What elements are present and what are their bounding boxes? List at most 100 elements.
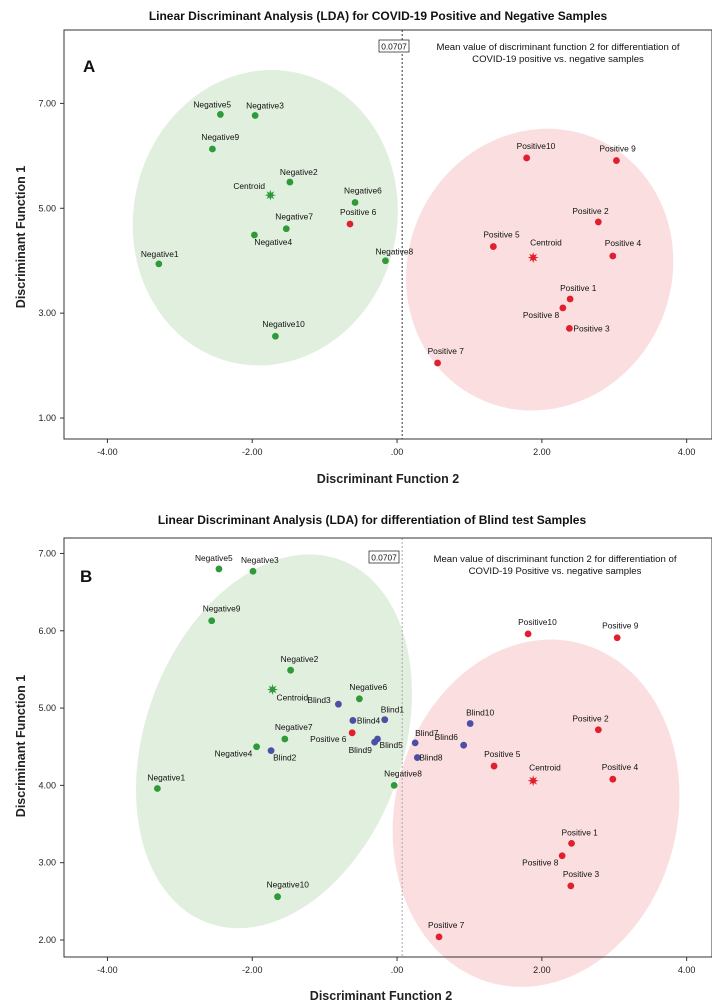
panel-a-point-label: Centroid bbox=[233, 181, 265, 191]
panel-b-y-tick-label: 7.00 bbox=[38, 548, 56, 558]
panel-a-plot-frame bbox=[63, 29, 712, 440]
panel-a-point-label: Positive 7 bbox=[428, 346, 465, 356]
panel-a-negative-point bbox=[251, 231, 258, 239]
panel-a-x-tick-label: .00 bbox=[391, 447, 404, 457]
panel-a-point-label: Negative9 bbox=[201, 132, 239, 142]
panel-b-x-tick-label: -2.00 bbox=[242, 965, 263, 975]
panel-a-positive-point bbox=[489, 243, 497, 250]
panel-a-x-axis-title: Discriminant Function 2 bbox=[317, 472, 459, 486]
panel-b-point-label: Blind1 bbox=[381, 705, 405, 715]
panel-a-point-label: Positive 1 bbox=[560, 283, 597, 293]
panel-b-blind-point bbox=[413, 754, 421, 761]
panel-a-ref-value-box bbox=[378, 39, 410, 53]
panel-a-y-tick-label: 5.00 bbox=[38, 203, 56, 213]
panel-b-point-label: Positive 9 bbox=[602, 621, 639, 631]
panel-b-title: Linear Discriminant Analysis (LDA) for d… bbox=[158, 513, 587, 527]
panel-b-blind-point bbox=[267, 747, 275, 754]
panel-b-point-label: Positive 2 bbox=[572, 714, 609, 724]
panel-b-positive-point bbox=[613, 634, 621, 642]
panel-a-x-tick-label: -4.00 bbox=[97, 447, 118, 457]
panel-b-positive-point bbox=[435, 933, 443, 941]
panel-b-positive-ellipse bbox=[392, 639, 680, 987]
panel-a-x-tick-label: 4.00 bbox=[678, 447, 696, 457]
panel-b-ref-note-line2: COVID-19 Positive vs. negative samples bbox=[469, 566, 642, 577]
panel-b-y-axis-title: Discriminant Function 1 bbox=[14, 675, 28, 817]
panel-b-negative-point bbox=[356, 695, 363, 703]
panel-b-point-label: Blind4 bbox=[357, 715, 381, 725]
panel-a-positive-point bbox=[434, 359, 441, 367]
panel-a-point-label: Negative5 bbox=[193, 99, 231, 109]
panel-b-centroid-positive-marker bbox=[527, 775, 539, 787]
panel-b-point-label: Negative8 bbox=[384, 768, 422, 778]
panel-a-negative-point bbox=[382, 257, 389, 265]
panel-b-point-label: Blind2 bbox=[273, 753, 297, 763]
panel-b-chart: Linear Discriminant Analysis (LDA) for d… bbox=[14, 513, 712, 1003]
panel-b-point-label: Blind5 bbox=[380, 740, 404, 750]
panel-b-blind-point bbox=[411, 739, 419, 747]
panel-b-x-tick-label: .00 bbox=[391, 965, 404, 975]
panel-a-title: Linear Discriminant Analysis (LDA) for C… bbox=[149, 9, 608, 23]
panel-a-point-label: Positive10 bbox=[517, 141, 556, 151]
panel-a-centroid-positive-marker bbox=[527, 252, 539, 264]
panel-a-point-label: Negative1 bbox=[141, 249, 179, 259]
panel-b-point-label: Negative9 bbox=[203, 604, 241, 614]
panel-b-negative-point bbox=[390, 781, 398, 789]
panel-b-point-label: Positive 8 bbox=[522, 858, 559, 868]
panel-a-y-axis-title: Discriminant Function 1 bbox=[14, 166, 28, 308]
panel-b-negative-ellipse bbox=[135, 554, 412, 929]
panel-a-positive-point bbox=[566, 295, 574, 303]
panel-a-point-label: Positive 8 bbox=[523, 310, 560, 320]
panel-b-blind-point bbox=[335, 700, 342, 708]
panel-a-negative-point bbox=[209, 145, 216, 153]
panel-a-y-tick-label: 3.00 bbox=[38, 308, 56, 318]
panel-b-blind-point bbox=[460, 741, 468, 749]
panel-a-negative-point bbox=[286, 178, 294, 186]
panel-b-ref-value: 0.0707 bbox=[371, 553, 397, 563]
panel-b-y-tick-label: 4.00 bbox=[38, 780, 56, 790]
panel-a-point-label: Negative8 bbox=[375, 247, 413, 257]
panel-a-chart: Linear Discriminant Analysis (LDA) for C… bbox=[14, 9, 712, 486]
panel-b-point-label: Blind9 bbox=[349, 745, 373, 755]
panel-b-point-label: Positive 3 bbox=[563, 869, 600, 879]
panel-b-point-label: Negative7 bbox=[275, 722, 313, 732]
panel-b-negative-point bbox=[153, 785, 161, 792]
panel-b-point-label: Centroid bbox=[277, 693, 309, 703]
panel-a-point-label: Positive 3 bbox=[573, 323, 610, 333]
panel-b-point-label: Negative3 bbox=[241, 555, 279, 565]
panel-b-point-label: Positive 4 bbox=[602, 762, 639, 772]
panel-a-point-label: Positive 6 bbox=[340, 207, 377, 217]
panel-b-point-label: Positive 7 bbox=[428, 920, 465, 930]
panel-b-point-label: Negative10 bbox=[267, 880, 310, 890]
panel-a-point-label: Negative2 bbox=[280, 167, 318, 177]
panel-b-negative-point bbox=[274, 893, 281, 901]
panel-b-point-label: Centroid bbox=[529, 763, 561, 773]
panel-b-point-label: Positive 6 bbox=[310, 734, 347, 744]
panel-b-x-tick-label: 2.00 bbox=[533, 965, 551, 975]
panel-b-point-label: Negative5 bbox=[195, 553, 233, 563]
panel-a-positive-point bbox=[523, 154, 531, 162]
panel-b-blind-point bbox=[371, 738, 379, 746]
panel-a-ref-value: 0.0707 bbox=[381, 42, 407, 52]
panel-a-positive-point bbox=[565, 324, 573, 332]
panel-b-positive-point bbox=[348, 729, 356, 737]
panel-a-negative-point bbox=[155, 260, 163, 268]
panel-b-positive-point bbox=[567, 882, 575, 890]
panel-a-negative-ellipse bbox=[132, 70, 398, 366]
panel-a-negative-point bbox=[251, 112, 259, 119]
panel-b-negative-point bbox=[208, 617, 216, 625]
panel-b-plot-frame bbox=[63, 537, 712, 958]
panel-b-point-label: Blind8 bbox=[419, 753, 443, 763]
panel-b-y-tick-label: 6.00 bbox=[38, 626, 56, 636]
panel-a-point-label: Negative3 bbox=[246, 100, 284, 110]
panel-b-point-label: Positive 1 bbox=[562, 827, 599, 837]
panel-a-point-label: Positive 5 bbox=[483, 230, 520, 240]
panel-a-ref-note-line2: COVID-19 positive vs. negative samples bbox=[472, 54, 644, 65]
panel-a-positive-point bbox=[559, 304, 567, 312]
panel-a-negative-point bbox=[351, 199, 359, 206]
panel-a-point-label: Positive 4 bbox=[605, 238, 642, 248]
panel-a-y-tick-label: 1.00 bbox=[38, 413, 56, 423]
panel-b-blind-point bbox=[349, 717, 357, 724]
panel-a-x-tick-label: -2.00 bbox=[242, 447, 263, 457]
panel-b-point-label: Blind10 bbox=[466, 708, 494, 718]
panel-a-point-label: Centroid bbox=[530, 238, 562, 248]
